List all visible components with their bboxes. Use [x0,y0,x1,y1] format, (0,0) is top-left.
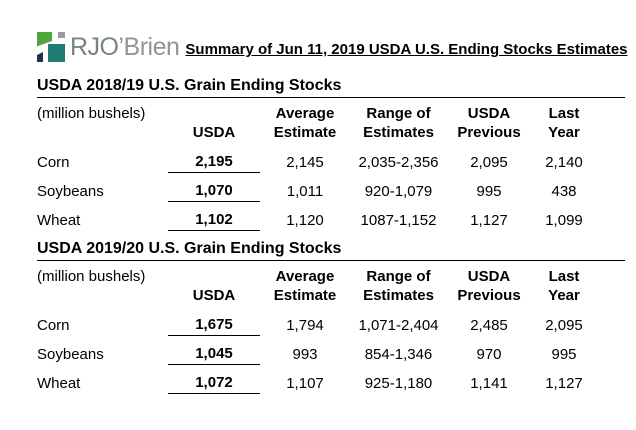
col-header-range-of-estimates: Range of Estimates [363,268,434,304]
average-estimate-value: 2,145 [286,154,324,171]
commodity-name: Corn [37,317,70,334]
report-page: RJO’Brien Summary of Jun 11, 2019 USDA U… [37,28,628,398]
last-year-value: 438 [551,183,577,200]
usda-value: 1,102 [168,211,260,231]
logo-gray-square [58,32,65,38]
table-header-row: (million bushels) USDA Average Estimate R… [37,98,625,148]
table-row-wheat: Wheat 1,072 1,107 925-1,180 1,141 1,127 [37,369,625,398]
usda-value-cell: 1,102 [168,206,260,235]
range-of-estimates-value: 925-1,180 [364,375,433,392]
rjo-obrien-logo-icon [37,32,65,62]
wordmark-obrien: ’Brien [118,32,180,61]
commodity-name: Wheat [37,375,81,392]
average-estimate-value: 1,107 [286,375,324,392]
average-estimate-value: 1,011 [286,183,324,200]
unit-label: (million bushels) [37,268,146,285]
last-year-value: 2,140 [545,154,583,171]
range-of-estimates-value: 1087-1,152 [360,212,437,229]
col-header-usda: USDA [192,287,236,304]
col-header-usda-previous: USDA Previous [457,105,521,141]
stocks-table-2019-20: (million bushels) USDA Average Estimate R… [37,261,625,398]
col-header-last-year: Last Year [548,105,580,141]
table-row-soybeans: Soybeans 1,045 993 854-1,346 970 995 [37,340,625,369]
commodity-name: Wheat [37,212,81,229]
table-row-wheat: Wheat 1,102 1,120 1087-1,152 1,127 1,099 [37,206,625,235]
logo-teal-square [48,44,65,62]
table-header-row: (million bushels) USDA Average Estimate R… [37,261,625,311]
section-title-2018-19: USDA 2018/19 U.S. Grain Ending Stocks [37,76,625,98]
commodity-name: Soybeans [37,346,104,363]
commodity-name: Corn [37,154,70,171]
col-header-usda-previous: USDA Previous [457,268,521,304]
range-of-estimates-value: 920-1,079 [364,183,433,200]
rjo-obrien-wordmark: RJO’Brien [70,32,180,61]
unit-label: (million bushels) [37,105,146,122]
col-header-average-estimate: Average Estimate [273,268,337,304]
usda-value-cell: 1,072 [168,369,260,398]
last-year-value: 1,099 [545,212,583,229]
usda-previous-value: 1,141 [470,375,508,392]
section-2019-20: USDA 2019/20 U.S. Grain Ending Stocks (m… [37,239,625,398]
average-estimate-value: 1,120 [286,212,324,229]
range-of-estimates-value: 2,035-2,356 [358,154,439,171]
range-of-estimates-value: 1,071-2,404 [358,317,439,334]
last-year-value: 995 [551,346,577,363]
usda-value-cell: 1,070 [168,177,260,206]
col-header-usda: USDA [192,124,236,141]
col-header-average-estimate: Average Estimate [273,105,337,141]
usda-previous-value: 995 [476,183,502,200]
usda-previous-value: 1,127 [470,212,508,229]
last-year-value: 2,095 [545,317,583,334]
stocks-table-2018-19: (million bushels) USDA Average Estimate R… [37,98,625,235]
range-of-estimates-value: 854-1,346 [364,346,433,363]
table-row-corn: Corn 1,675 1,794 1,071-2,404 2,485 2,095 [37,311,625,340]
usda-value: 1,072 [168,374,260,394]
average-estimate-value: 993 [292,346,318,363]
rjo-obrien-logo: RJO’Brien [37,32,180,62]
last-year-value: 1,127 [545,375,583,392]
col-header-range-of-estimates: Range of Estimates [363,105,434,141]
usda-previous-value: 2,095 [470,154,508,171]
page-title: Summary of Jun 11, 2019 USDA U.S. Ending… [185,41,628,58]
usda-value: 1,675 [168,316,260,336]
report-header: RJO’Brien Summary of Jun 11, 2019 USDA U… [37,28,628,62]
usda-value-cell: 2,195 [168,148,260,177]
wordmark-rjo: RJO [70,32,119,61]
usda-value-cell: 1,045 [168,340,260,369]
commodity-name: Soybeans [37,183,104,200]
table-row-corn: Corn 2,195 2,145 2,035-2,356 2,095 2,140 [37,148,625,177]
usda-value-cell: 1,675 [168,311,260,340]
usda-value: 1,045 [168,345,260,365]
col-header-last-year: Last Year [548,268,580,304]
section-title-2019-20: USDA 2019/20 U.S. Grain Ending Stocks [37,239,625,261]
table-row-soybeans: Soybeans 1,070 1,011 920-1,079 995 438 [37,177,625,206]
average-estimate-value: 1,794 [286,317,324,334]
section-2018-19: USDA 2018/19 U.S. Grain Ending Stocks (m… [37,76,625,235]
logo-navy-shape [37,52,43,62]
usda-value: 2,195 [168,153,260,173]
usda-previous-value: 970 [476,346,502,363]
usda-previous-value: 2,485 [470,317,508,334]
usda-value: 1,070 [168,182,260,202]
